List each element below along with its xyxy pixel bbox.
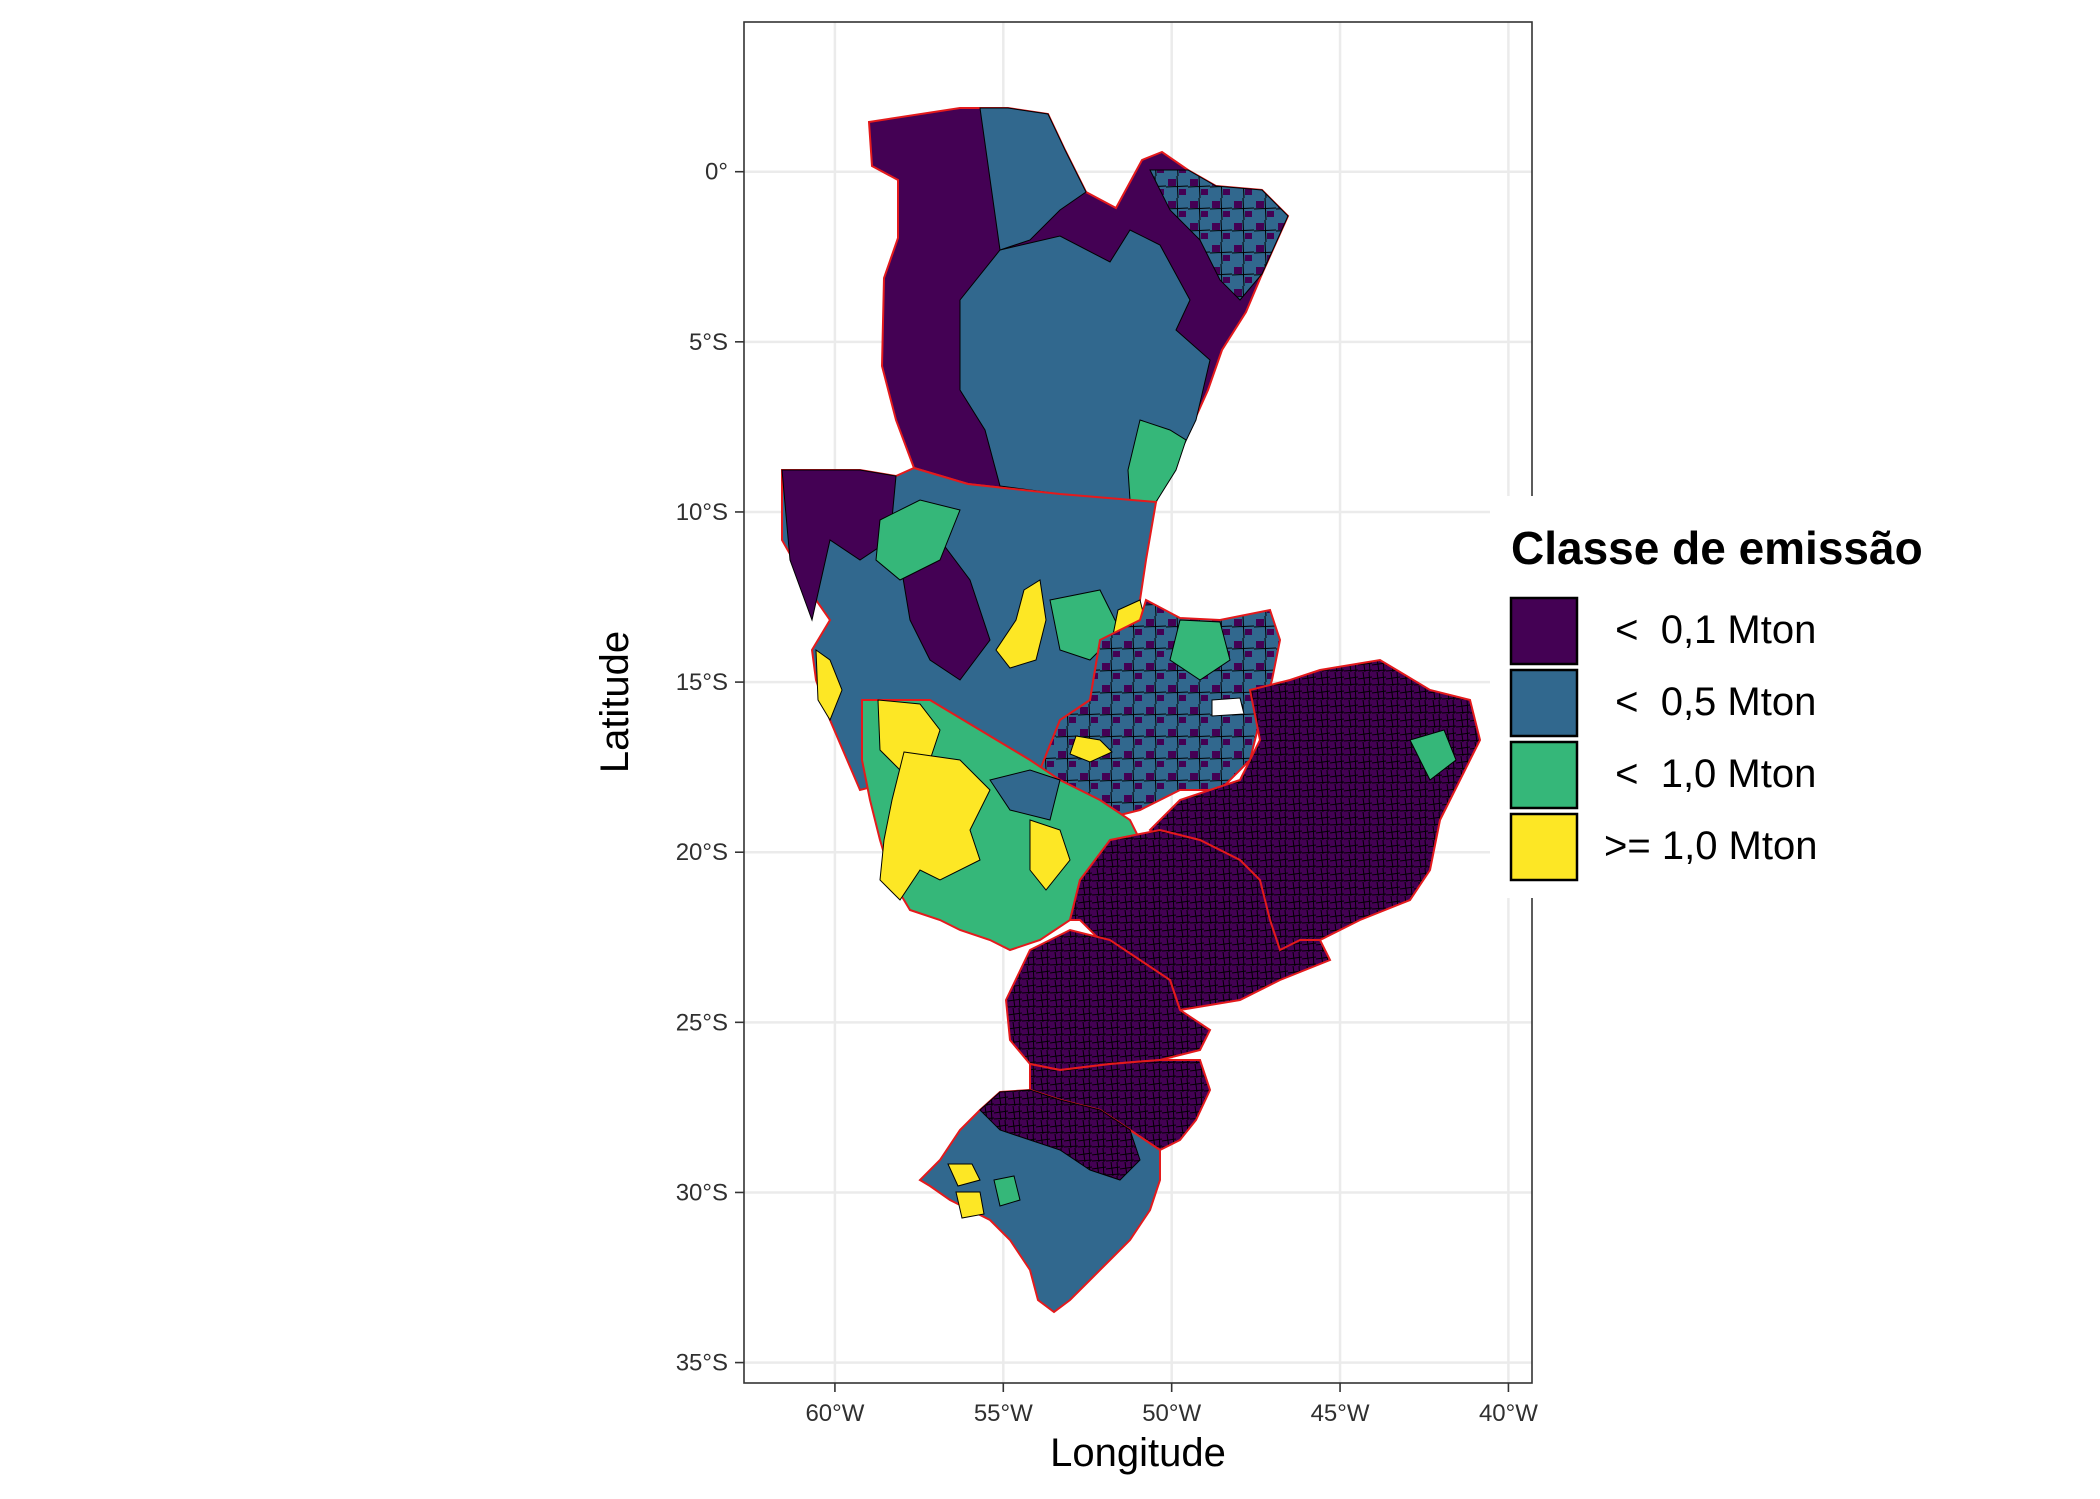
region-ms-yellow-3 bbox=[1029, 819, 1071, 891]
region-rs-purple bbox=[979, 1089, 1141, 1181]
x-tick-label: 55°W bbox=[974, 1400, 1033, 1427]
region-cw-yellow bbox=[995, 579, 1047, 669]
region-ms-blue bbox=[989, 769, 1061, 821]
region-north-blue-2 bbox=[979, 107, 1087, 251]
legend-key-label: < 1,0 Mton bbox=[1604, 752, 1816, 796]
region-north-blue-3 bbox=[1149, 169, 1289, 301]
region-parana bbox=[1004, 928, 1212, 1072]
y-tick-label: 5°S bbox=[689, 329, 728, 356]
y-axis-title: Latitude bbox=[593, 631, 637, 773]
legend-title: Classe de emissão bbox=[1511, 522, 1923, 574]
legend-key-label: < 0,1 Mton bbox=[1604, 608, 1816, 652]
x-axis: 60°W 55°W 50°W 45°W 40°W bbox=[805, 1383, 1538, 1427]
map-regions bbox=[781, 107, 1482, 1314]
region-cw-purple bbox=[781, 469, 897, 622]
x-axis-title: Longitude bbox=[1050, 1431, 1226, 1475]
region-sp bbox=[1068, 828, 1332, 1012]
x-tick-label: 60°W bbox=[805, 1400, 864, 1427]
x-tick-label: 50°W bbox=[1142, 1400, 1201, 1427]
region-minas bbox=[1148, 658, 1482, 952]
region-goias-green bbox=[1169, 619, 1231, 681]
region-ms-yellow-2 bbox=[879, 751, 991, 901]
legend-background bbox=[1490, 496, 2050, 898]
y-tick-label: 25°S bbox=[676, 1009, 728, 1036]
region-rs-green bbox=[993, 1175, 1021, 1207]
x-tick-label: 45°W bbox=[1311, 1400, 1370, 1427]
y-tick-label: 20°S bbox=[676, 839, 728, 866]
region-cw-yellow-3 bbox=[815, 648, 843, 722]
legend-key-swatch bbox=[1509, 596, 1579, 666]
legend-key-swatch bbox=[1509, 668, 1579, 738]
region-north-green bbox=[1127, 419, 1187, 503]
x-tick-label: 40°W bbox=[1479, 1400, 1538, 1427]
y-tick-label: 35°S bbox=[676, 1350, 728, 1377]
y-tick-label: 0° bbox=[705, 159, 728, 186]
y-tick-label: 30°S bbox=[676, 1179, 728, 1206]
y-tick-label: 15°S bbox=[676, 669, 728, 696]
y-tick-label: 10°S bbox=[676, 499, 728, 526]
legend-key-swatch bbox=[1509, 740, 1579, 810]
legend-key-swatch bbox=[1509, 812, 1579, 882]
region-rs-yellow-2 bbox=[955, 1191, 985, 1219]
y-axis: 0° 5°S 10°S 15°S 20°S 25°S 30°S 35°S bbox=[676, 159, 744, 1377]
region-rs-yellow bbox=[947, 1163, 981, 1187]
legend: Classe de emissão < 0,1 Mton < 0,5 Mton … bbox=[1490, 496, 2050, 898]
region-cw-green bbox=[875, 499, 961, 581]
region-goias-yellow bbox=[1069, 735, 1113, 763]
region-goias-hole bbox=[1211, 697, 1245, 717]
region-minas-green bbox=[1409, 729, 1457, 781]
legend-key-label: < 0,5 Mton bbox=[1604, 680, 1816, 724]
legend-key-label: >= 1,0 Mton bbox=[1604, 824, 1817, 868]
